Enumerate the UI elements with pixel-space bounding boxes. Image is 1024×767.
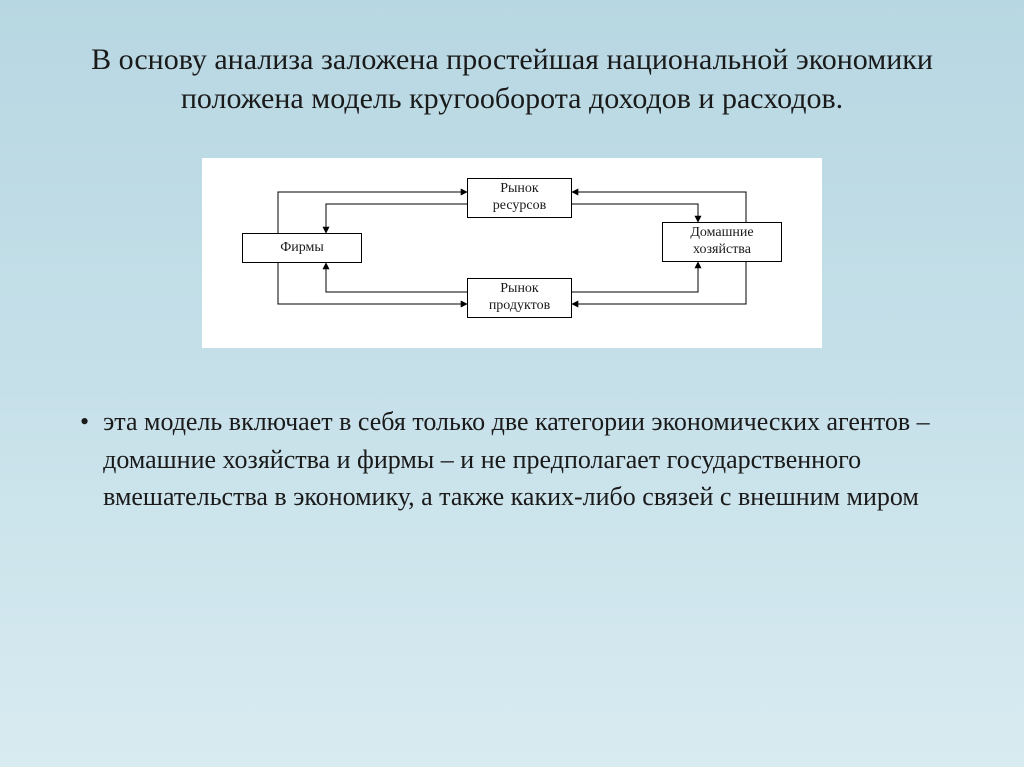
edge-resource-market-households <box>572 204 698 222</box>
edge-product-market-households <box>572 262 698 292</box>
edge-product-market-firms <box>326 263 467 292</box>
page-title: В основу анализа заложена простейшая нац… <box>70 40 954 118</box>
edge-households-resource-market <box>572 192 746 222</box>
edge-firms-resource-market <box>278 192 467 233</box>
bullet-item: • эта модель включает в себя только две … <box>70 403 954 516</box>
node-households: Домашние хозяйства <box>662 222 782 262</box>
node-product-market: Рынок продуктов <box>467 278 572 318</box>
bullet-text: эта модель включает в себя только две ка… <box>103 403 944 516</box>
node-firms: Фирмы <box>242 233 362 263</box>
node-resource-market: Рынок ресурсов <box>467 178 572 218</box>
edge-resource-market-firms <box>326 204 467 233</box>
edge-households-product-market <box>572 262 746 304</box>
edge-firms-product-market <box>278 263 467 304</box>
bullet-marker-icon: • <box>80 407 89 437</box>
circular-flow-diagram: Фирмы Рынок ресурсов Рынок продуктов Домашн… <box>202 158 822 348</box>
